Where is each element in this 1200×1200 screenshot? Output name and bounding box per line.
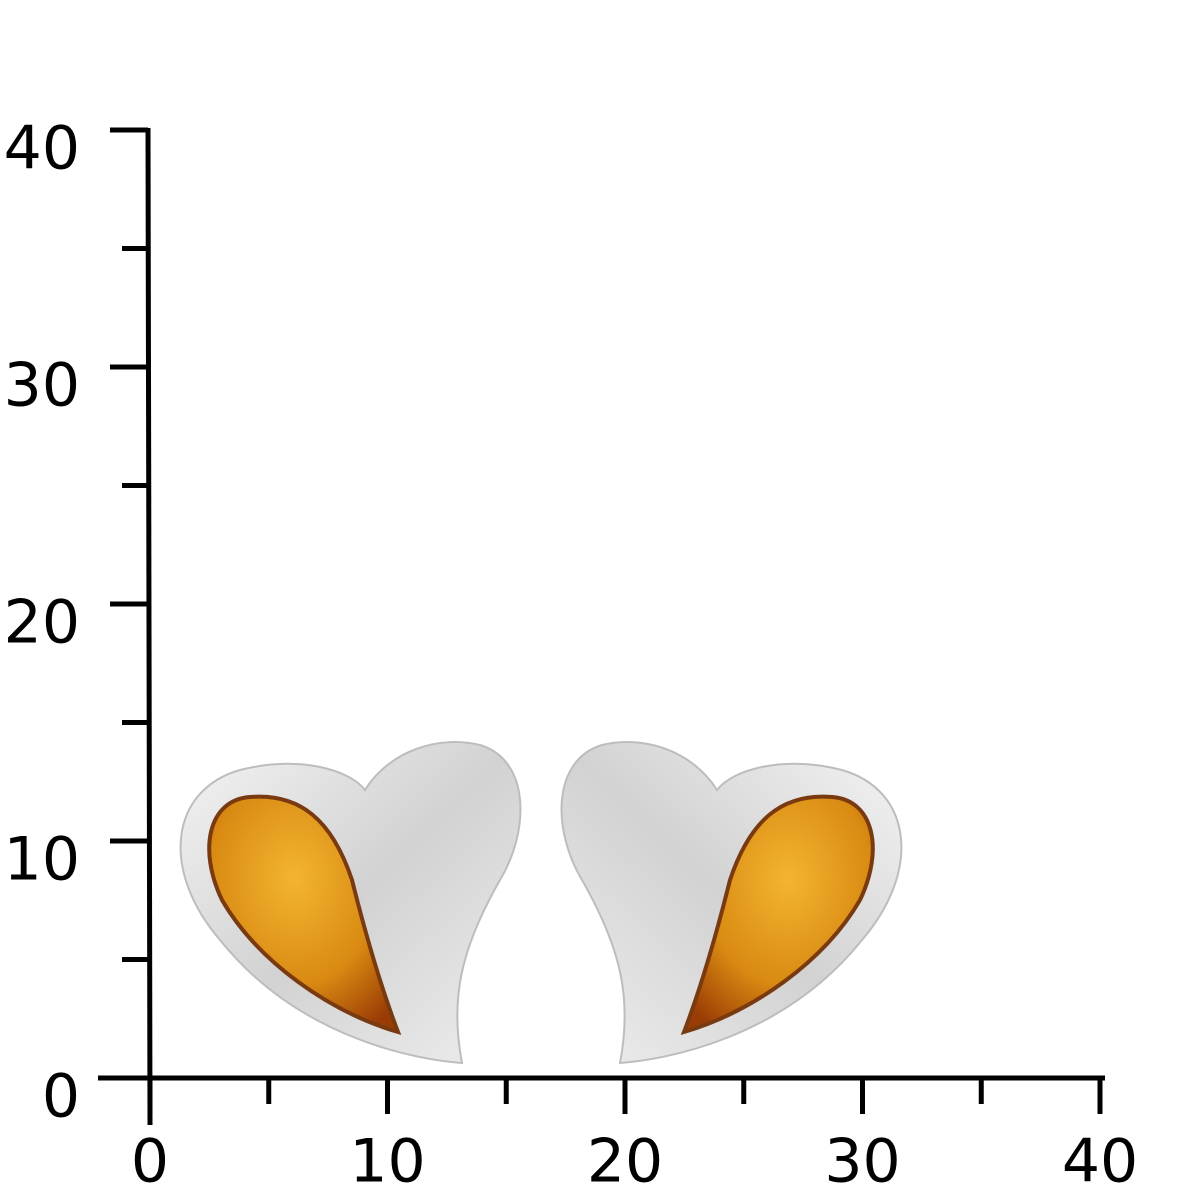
x-tick-label: 30 <box>824 1127 900 1197</box>
y-tick-label: 0 <box>42 1062 80 1132</box>
x-tick-label: 10 <box>349 1127 425 1197</box>
earring-left <box>179 741 522 1065</box>
y-tick-label: 10 <box>4 825 80 895</box>
x-tick-label: 20 <box>587 1127 663 1197</box>
y-tick-label: 40 <box>4 114 80 184</box>
y-tick-label: 20 <box>4 588 80 658</box>
x-tick-label: 40 <box>1062 1127 1138 1197</box>
y-axis <box>145 127 153 1126</box>
earring-right <box>560 741 903 1065</box>
y-tick-label: 30 <box>4 351 80 421</box>
x-tick-label: 0 <box>131 1127 169 1197</box>
